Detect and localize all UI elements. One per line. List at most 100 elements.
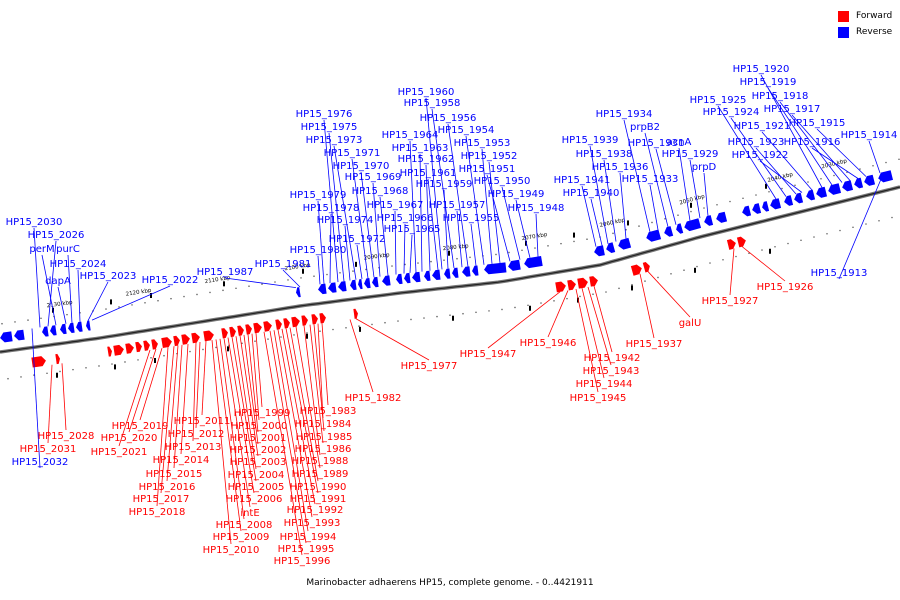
minor-tick bbox=[859, 168, 861, 170]
minor-tick bbox=[781, 187, 783, 190]
reverse-gene-arrow bbox=[350, 279, 357, 291]
leader-line bbox=[118, 349, 151, 447]
reverse-gene-arrow bbox=[452, 267, 459, 278]
gene-label: HP15_1988 bbox=[292, 456, 349, 467]
forward-gene-arrow bbox=[567, 279, 576, 291]
minor-tick bbox=[839, 229, 841, 232]
reverse-gene-arrow bbox=[842, 180, 854, 192]
leader-line bbox=[61, 363, 67, 431]
forward-gene-arrow bbox=[221, 328, 228, 339]
leader-line bbox=[156, 347, 169, 507]
leader-line bbox=[223, 338, 251, 508]
minor-tick bbox=[573, 240, 575, 243]
leader-line bbox=[285, 328, 319, 494]
major-tick bbox=[227, 346, 229, 352]
forward-gene-arrow bbox=[283, 318, 290, 329]
minor-tick bbox=[488, 310, 490, 312]
minor-tick bbox=[105, 308, 107, 310]
leader-line bbox=[603, 159, 617, 242]
leader-line bbox=[263, 331, 303, 556]
leader-line bbox=[838, 171, 885, 280]
minor-tick bbox=[852, 226, 854, 229]
reverse-gene-arrow bbox=[816, 186, 828, 198]
minor-tick bbox=[534, 247, 536, 249]
leader-line bbox=[180, 343, 189, 455]
leader-line bbox=[456, 210, 463, 268]
minor-tick bbox=[163, 354, 165, 357]
leader-line bbox=[590, 198, 603, 246]
leader-line bbox=[427, 178, 439, 270]
gene-label: HP15_1941 bbox=[554, 175, 611, 186]
gene-label: acnA bbox=[667, 137, 692, 148]
minor-tick bbox=[677, 214, 679, 216]
reverse-gene-arrow bbox=[358, 278, 363, 290]
forward-gene-arrow bbox=[589, 276, 598, 287]
minor-tick bbox=[40, 317, 42, 320]
gene-label: HP15_2004 bbox=[228, 470, 285, 481]
forward-gene-arrow bbox=[353, 308, 358, 319]
minor-tick bbox=[423, 317, 425, 319]
minor-tick bbox=[196, 293, 198, 296]
minor-tick bbox=[319, 330, 321, 332]
leader-line bbox=[328, 132, 345, 282]
leader-line bbox=[729, 248, 735, 296]
reverse-gene-arrow bbox=[328, 282, 337, 293]
reverse-gene-arrow bbox=[716, 211, 728, 223]
minor-tick bbox=[267, 338, 269, 340]
major-tick bbox=[114, 364, 116, 370]
reverse-gene-arrow bbox=[864, 174, 876, 186]
forward-gene-arrow bbox=[229, 326, 236, 338]
gene-label: HP15_1995 bbox=[278, 544, 335, 555]
gene-label: HP15_1991 bbox=[290, 494, 347, 505]
minor-tick bbox=[1, 322, 3, 325]
gene-label: HP15_1990 bbox=[290, 482, 347, 493]
minor-tick bbox=[469, 256, 471, 259]
major-tick bbox=[690, 202, 692, 208]
leader-line bbox=[281, 328, 316, 505]
minor-tick bbox=[586, 238, 588, 241]
gene-label: HP15_1971 bbox=[324, 148, 381, 159]
major-tick bbox=[525, 240, 527, 246]
gene-label: HP15_2009 bbox=[213, 532, 270, 543]
gene-label: HP15_1954 bbox=[438, 125, 495, 136]
gene-label: HP15_1953 bbox=[454, 138, 511, 149]
leader-line bbox=[501, 186, 521, 260]
major-tick bbox=[56, 372, 58, 378]
leader-line bbox=[589, 145, 609, 244]
reverse-gene-arrow bbox=[338, 281, 347, 292]
gene-label: HP15_1913 bbox=[811, 268, 868, 279]
minor-tick bbox=[820, 177, 822, 180]
legend: Forward Reverse bbox=[838, 9, 892, 41]
gene-label: HP15_2003 bbox=[230, 457, 287, 468]
forward-gene-arrow bbox=[245, 324, 252, 335]
leader-line bbox=[587, 286, 612, 366]
minor-tick bbox=[709, 262, 711, 264]
leader-line bbox=[647, 271, 691, 318]
major-tick bbox=[302, 268, 304, 274]
leader-line bbox=[313, 324, 325, 432]
forward-gene-arrow bbox=[263, 321, 272, 332]
minor-tick bbox=[618, 287, 620, 290]
leader-line bbox=[215, 339, 242, 532]
gene-label: HP15_2011 bbox=[174, 416, 231, 427]
gene-label: HP15_2028 bbox=[38, 431, 95, 442]
minor-tick bbox=[66, 313, 68, 316]
major-tick bbox=[765, 183, 767, 189]
major-tick bbox=[631, 285, 633, 291]
minor-tick bbox=[326, 273, 328, 276]
gene-label: HP15_2022 bbox=[142, 275, 199, 286]
leader-line bbox=[741, 246, 786, 282]
major-tick bbox=[223, 281, 225, 287]
leader-line bbox=[760, 74, 823, 188]
leader-line bbox=[515, 199, 531, 258]
gene-label: HP15_1975 bbox=[301, 122, 358, 133]
forward-gene-arrow bbox=[135, 341, 142, 353]
leader-line bbox=[355, 318, 430, 361]
forward-gene-arrow bbox=[311, 314, 318, 325]
leader-line bbox=[317, 323, 324, 419]
leader-line bbox=[31, 328, 41, 469]
minor-tick bbox=[690, 210, 692, 213]
gene-label: HP15_1915 bbox=[789, 118, 846, 129]
leader-line bbox=[309, 324, 324, 444]
scale-label: 2040 kbp bbox=[767, 172, 794, 184]
